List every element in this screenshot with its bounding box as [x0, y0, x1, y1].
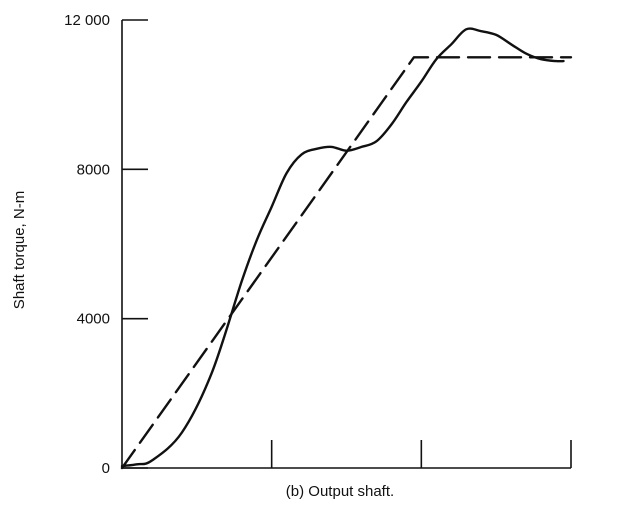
- series-line-dashed: [120, 56, 573, 470]
- chart-caption: (b) Output shaft.: [286, 483, 394, 500]
- series-line-solid: [120, 27, 565, 468]
- series-layer: [120, 27, 573, 470]
- y-tick-label: 12 000: [64, 12, 110, 29]
- y-axis-title: Shaft torque, N-m: [11, 191, 28, 309]
- y-tick-label: 0: [102, 460, 110, 477]
- y-tick-label: 4000: [77, 311, 110, 328]
- y-tick-label: 8000: [77, 161, 110, 178]
- chart-axes: 0 4000 8000 12 000: [64, 12, 572, 477]
